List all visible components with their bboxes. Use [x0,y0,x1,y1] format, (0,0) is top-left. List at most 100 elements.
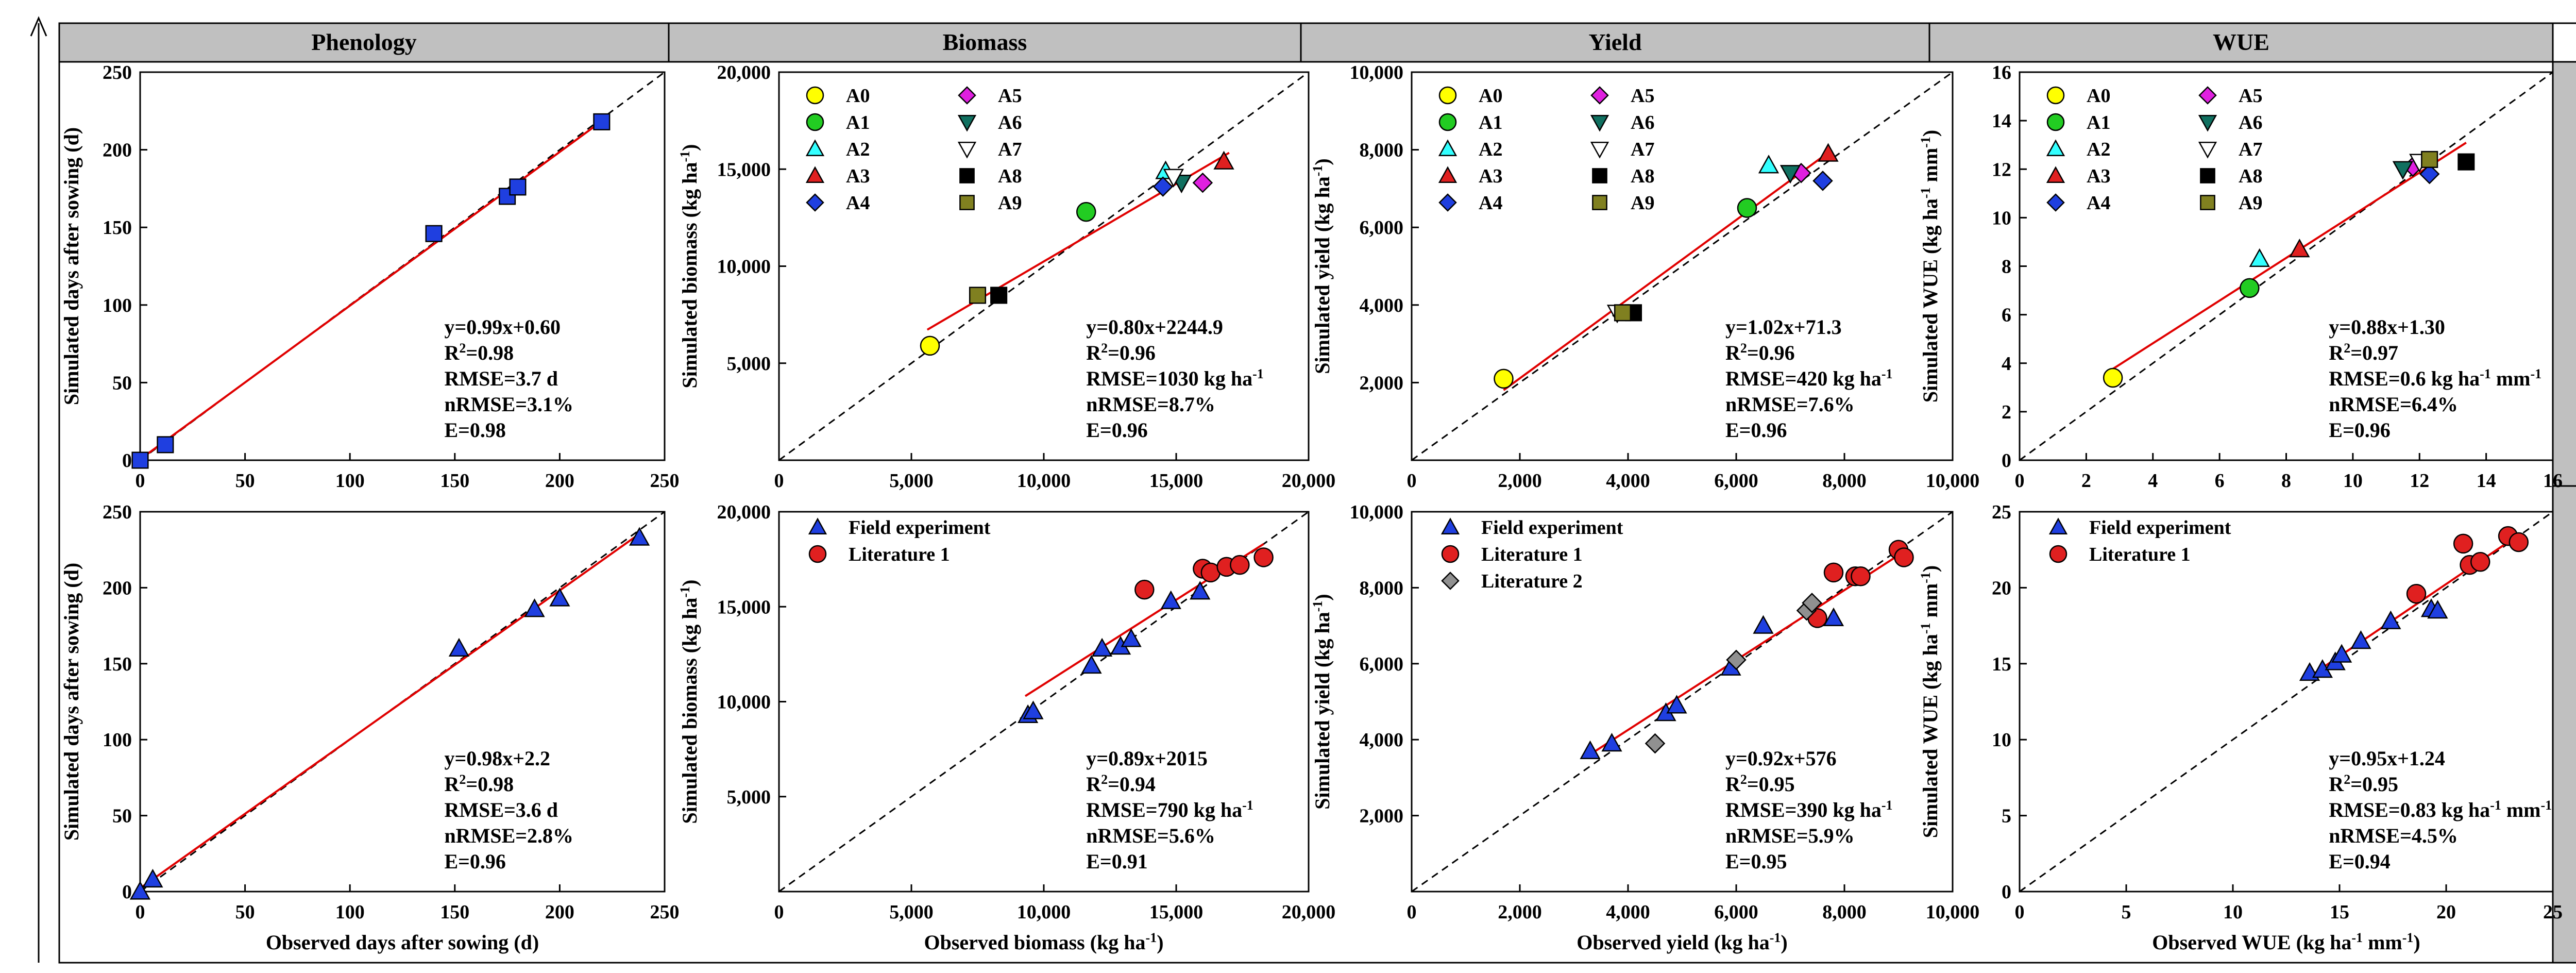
plot-area [1411,511,1954,893]
legend-label: A5 [998,85,1022,107]
legend-marker [1438,86,1457,105]
y-tick-label: 10,000 [1350,501,1404,523]
data-point [1666,695,1687,714]
superscript: -1 [677,151,692,162]
data-point [1894,547,1914,567]
x-tick-label: 250 [650,470,680,492]
y-tick-label: 15,000 [717,159,771,180]
x-tick-label: 8,000 [1822,901,1867,923]
legend-label: A6 [998,112,1022,133]
legend-marker [808,545,827,563]
y-tick-label: 8,000 [1360,140,1404,161]
x-tick-label: 0 [1407,901,1417,923]
stat-equation: y=0.98x+2.2 [444,747,550,770]
data-point [2406,583,2427,604]
legend-label: Field experiment [1481,517,1623,539]
y-tick-label: 10 [1992,729,2011,751]
x-tick-label: 25 [2543,901,2563,923]
data-point [990,287,1008,304]
y-tick-label: 4,000 [1360,729,1404,751]
axis-arrow-head [30,16,47,37]
x-tick-label: 0 [2015,901,2025,923]
plot-area [1411,71,1954,461]
y-tick-label: 16 [1992,62,2011,83]
legend-label: Literature 1 [849,544,950,565]
superscript: -1 [2402,930,2414,945]
x-tick-label: 100 [335,901,365,923]
legend-marker [958,86,976,105]
data-point [629,527,650,546]
text-span: RMSE=790 kg ha [1086,798,1242,821]
text-span: RMSE=1030 kg ha [1086,367,1252,390]
x-tick-label: 150 [440,901,469,923]
y-tick-label: 4,000 [1360,295,1404,316]
x-tick-label: 6 [2215,470,2225,492]
fit-line [139,120,603,460]
stat-equation: y=0.99x+0.60 [444,315,561,339]
text-span: R [2329,773,2344,796]
data-point [2419,163,2440,184]
superscript: 2 [459,772,466,787]
superscript: -1 [1310,601,1325,612]
one-to-one-line [778,71,1309,461]
fit-line [2112,142,2467,370]
legend-marker [957,141,977,159]
data-point [1802,593,1822,613]
column-header: Yield [1588,29,1641,55]
data-point [1091,638,1113,657]
x-tick-label: 4,000 [1606,470,1650,492]
x-tick-label: 6,000 [1714,470,1758,492]
y-tick-label: 20,000 [717,62,771,83]
text-span: Observed yield (kg ha [1577,931,1769,954]
one-to-one-line [778,511,1309,893]
data-point [969,287,987,304]
text-span: =0.95 [2350,773,2398,796]
x-tick-label: 10,000 [1017,901,1071,923]
data-point [1121,628,1142,647]
y-tick-label: 20 [1992,577,2011,599]
data-point [1812,171,1833,191]
x-tick-label: 5 [2122,901,2131,923]
x-tick-label: 2 [2081,470,2091,492]
legend-label: Field experiment [2089,517,2231,539]
superscript: -1 [1770,930,1781,945]
stat-rmse: RMSE=790 kg ha-1 [1086,798,1253,822]
x-tick-label: 15,000 [1149,470,1204,492]
text-span: ) [2413,931,2420,954]
x-tick-label: 0 [1407,470,1417,492]
stat-equation: y=0.88x+1.30 [2329,315,2445,339]
y-tick-label: 50 [112,806,132,827]
y-tick-label: 200 [103,577,132,599]
text-span: RMSE=420 kg ha [1725,367,1882,390]
x-tick-label: 50 [235,470,255,492]
legend-marker [806,113,824,131]
x-tick-label: 8,000 [1822,470,1867,492]
text-span: mm [1919,148,1942,188]
data-point [2427,600,2448,619]
text-span: R [2329,341,2344,364]
data-point [1494,368,1514,389]
y-tick-label: 200 [103,140,132,161]
text-span: Simulated yield (kg ha [1311,612,1334,809]
data-point [1601,732,1622,752]
y-tick-label: 50 [112,372,132,394]
text-span: ) [1311,594,1334,600]
y-axis-label: Simulated yield (kg ha-1) [1310,158,1334,374]
x-axis-label: Observed biomass (kg ha-1) [924,930,1163,954]
text-span: =0.97 [2350,341,2398,364]
y-axis-label: Simulated biomass (kg ha-1) [677,144,702,389]
x-tick-label: 4 [2148,470,2158,492]
stat-e: E=0.96 [444,850,505,873]
data-point [131,451,149,469]
y-tick-label: 2,000 [1360,372,1404,394]
text-span: mm [2491,367,2531,390]
legend-marker [2198,114,2217,132]
text-span: ) [1919,130,1942,137]
data-point [1076,202,1096,222]
legend-label: A7 [1631,139,1654,160]
x-tick-label: 250 [650,901,680,923]
text-span: =0.98 [466,341,514,364]
x-axis-label: Observed days after sowing (d) [266,931,539,954]
data-point [1580,740,1601,759]
text-span: =0.94 [1108,773,1156,796]
